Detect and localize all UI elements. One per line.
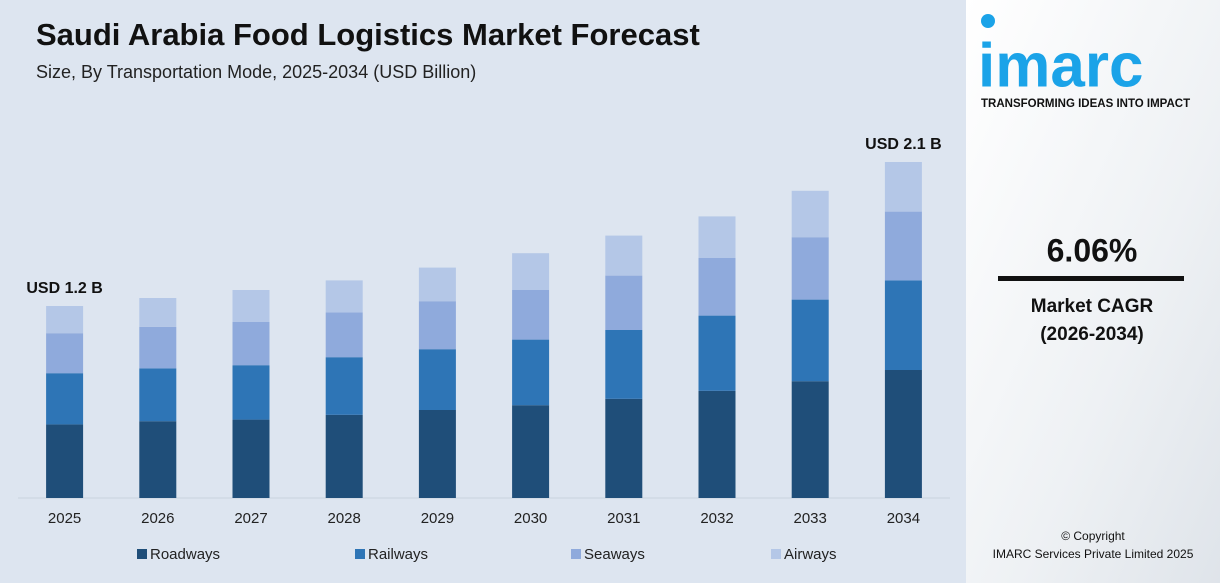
company: IMARC Services Private Limited 2025 <box>993 547 1194 561</box>
bar-segment <box>418 267 456 302</box>
bar-segment <box>884 370 922 498</box>
bar-segment <box>418 301 456 350</box>
bar-segment <box>139 298 177 327</box>
x-tick-label: 2029 <box>421 510 454 527</box>
bar-segment <box>46 333 84 374</box>
bar-segment <box>232 365 270 420</box>
bar-segment <box>325 280 363 313</box>
bar-segment <box>698 216 736 258</box>
copyright: © Copyright <box>1061 529 1125 543</box>
bar-segment <box>232 322 270 366</box>
x-tick-label: 2030 <box>514 510 547 527</box>
logo-dot <box>981 14 995 28</box>
bar-segment <box>791 381 829 498</box>
bar-segment <box>418 349 456 410</box>
bar-segment <box>139 368 177 422</box>
legend-swatch <box>355 549 365 559</box>
bar-segment <box>512 290 550 340</box>
legend-label: Airways <box>784 546 837 563</box>
cagr: 6.06% <box>1047 232 1138 268</box>
bar-segment <box>884 211 922 281</box>
bar-segment <box>139 326 177 369</box>
bar-segment <box>698 390 736 498</box>
cagr-rule <box>998 276 1184 281</box>
bar-segment <box>605 398 643 498</box>
bar-segment <box>791 237 829 300</box>
bar-segment <box>46 373 84 425</box>
legend-label: Roadways <box>150 546 220 563</box>
x-tick-label: 2025 <box>48 510 81 527</box>
bar-segment <box>46 306 84 334</box>
bar-segment <box>698 315 736 391</box>
bar-segment <box>512 339 550 406</box>
x-tick-label: 2027 <box>234 510 267 527</box>
bar-segment <box>884 162 922 212</box>
bar-segment <box>605 275 643 330</box>
x-tick-label: 2028 <box>328 510 361 527</box>
cagr-period: (2026-2034) <box>1040 324 1144 345</box>
bar-segment <box>418 410 456 498</box>
bar-segment <box>325 357 363 415</box>
bar-segment <box>512 405 550 498</box>
bar-segment <box>325 414 363 498</box>
logo: imarc <box>978 31 1143 100</box>
bar-segment <box>605 235 643 276</box>
total-annotation: USD 1.2 B <box>26 280 102 297</box>
bar-segment <box>232 419 270 498</box>
tagline: TRANSFORMING IDEAS INTO IMPACT <box>981 98 1190 110</box>
legend-label: Railways <box>368 546 428 563</box>
x-tick-label: 2031 <box>607 510 640 527</box>
bar-segment <box>512 253 550 290</box>
bar-segment <box>605 330 643 399</box>
side-panel <box>966 0 1220 583</box>
x-tick-label: 2026 <box>141 510 174 527</box>
bar-segment <box>46 424 84 498</box>
legend-swatch <box>137 549 147 559</box>
bar-segment <box>232 290 270 322</box>
chart-title: Saudi Arabia Food Logistics Market Forec… <box>36 17 700 52</box>
total-annotation: USD 2.1 B <box>865 136 941 153</box>
legend-label: Seaways <box>584 546 645 563</box>
cagr-label: Market CAGR <box>1031 296 1154 317</box>
bar-segment <box>698 258 736 316</box>
x-tick-label: 2034 <box>887 510 920 527</box>
chart-subtitle: Size, By Transportation Mode, 2025-2034 … <box>36 62 476 82</box>
bar-segment <box>139 421 177 498</box>
bar-segment <box>325 312 363 358</box>
bar-segment <box>791 190 829 238</box>
legend-swatch <box>771 549 781 559</box>
bar-segment <box>791 299 829 382</box>
x-tick-label: 2033 <box>794 510 827 527</box>
legend-swatch <box>571 549 581 559</box>
x-tick-label: 2032 <box>700 510 733 527</box>
bar-segment <box>884 280 922 370</box>
